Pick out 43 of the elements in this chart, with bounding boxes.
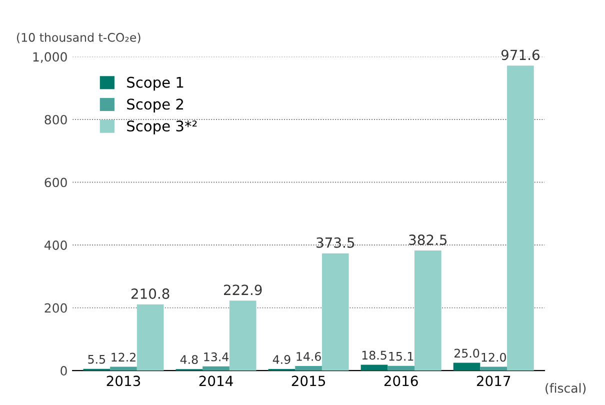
data-label: 15.1	[389, 352, 414, 361]
x-tick-label: 2014	[199, 376, 233, 386]
data-label: 382.5	[409, 234, 447, 246]
bar	[136, 304, 164, 371]
y-tick-label: 200	[44, 303, 67, 313]
legend-label: Scope 2	[127, 98, 184, 112]
bar	[322, 253, 349, 371]
x-axis-title: (fiscal)	[546, 383, 586, 394]
x-tick-label: 2013	[106, 376, 140, 386]
legend-label: Scope 3*²	[127, 120, 197, 134]
data-label: 373.5	[316, 237, 354, 248]
bar	[453, 362, 480, 371]
legend-label: Scope 1	[127, 76, 184, 91]
x-tick-label: 2017	[476, 376, 510, 386]
y-tick-label: 600	[44, 178, 67, 188]
data-label: 222.9	[224, 284, 262, 296]
y-tick-label: 0	[60, 366, 67, 376]
data-label: 4.9	[272, 355, 290, 364]
bar	[388, 366, 414, 371]
x-tick-label: 2015	[292, 376, 326, 386]
data-label: 5.5	[88, 355, 106, 364]
x-tick-label: 2016	[384, 376, 418, 386]
data-label: 210.8	[131, 288, 170, 299]
data-label: 25.0	[454, 348, 480, 358]
data-label: 12.0	[482, 352, 506, 362]
data-label: 18.5	[362, 350, 386, 360]
bar	[360, 364, 388, 371]
y-axis-title: (10 thousand t-CO₂e)	[16, 32, 140, 44]
bar	[229, 300, 256, 371]
bar	[414, 250, 442, 371]
y-tick-label: 400	[44, 240, 67, 250]
data-label: 12.2	[112, 352, 136, 362]
bar	[507, 66, 534, 371]
y-tick-label: 800	[44, 114, 67, 124]
bar	[110, 366, 137, 371]
bar	[295, 366, 322, 371]
data-label: 4.8	[180, 355, 198, 364]
bar	[202, 366, 230, 371]
data-label: 14.6	[296, 352, 321, 361]
y-tick-label: 1,000	[33, 52, 67, 63]
data-label: 971.6	[501, 50, 540, 60]
data-label: 13.4	[204, 352, 228, 362]
bar	[480, 366, 508, 371]
